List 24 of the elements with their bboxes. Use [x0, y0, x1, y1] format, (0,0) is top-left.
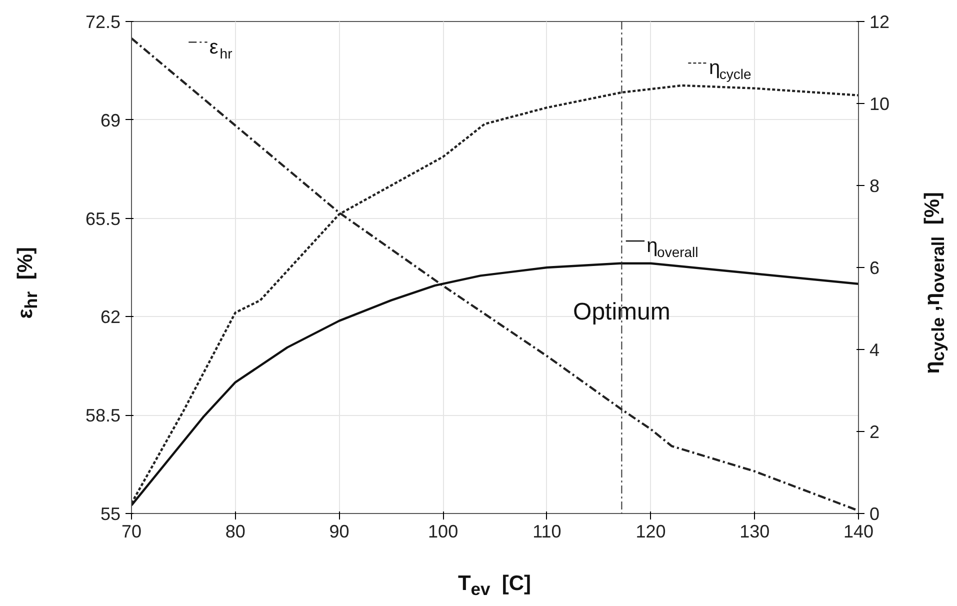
y2-tick-label: 12	[870, 12, 890, 32]
y-tick-label: 65.5	[85, 208, 121, 229]
x-tick-label: 90	[329, 522, 350, 542]
y-tick-label: 62	[100, 307, 121, 328]
x-tick-label: 140	[843, 522, 874, 542]
y2-tick-label: 4	[870, 340, 880, 360]
x-tick-label: 130	[740, 522, 770, 542]
x-axis-title: T$_{ev}$ [C]	[458, 571, 532, 602]
y2-tick-label: 10	[870, 94, 890, 114]
x-tick-label: 120	[636, 522, 666, 542]
x-tick-label: 80	[225, 522, 246, 542]
x-tick-label: 100	[428, 522, 458, 542]
y2-tick-label: 2	[870, 422, 880, 442]
y2-tick-label: 6	[870, 258, 880, 278]
line-series	[132, 262, 858, 506]
y-tick-label: 58.5	[85, 406, 121, 426]
y-tick-label: 55	[100, 504, 121, 524]
x-tick-label: 70	[121, 522, 142, 542]
y2-tick-label: 8	[870, 176, 880, 196]
ref-line-label: Optimum	[573, 298, 670, 326]
y-tick-label: 72.5	[85, 12, 121, 32]
x-tick-label: 110	[532, 522, 562, 542]
y-tick-label: 69	[100, 110, 121, 130]
y2-tick-label: 0	[870, 504, 880, 524]
